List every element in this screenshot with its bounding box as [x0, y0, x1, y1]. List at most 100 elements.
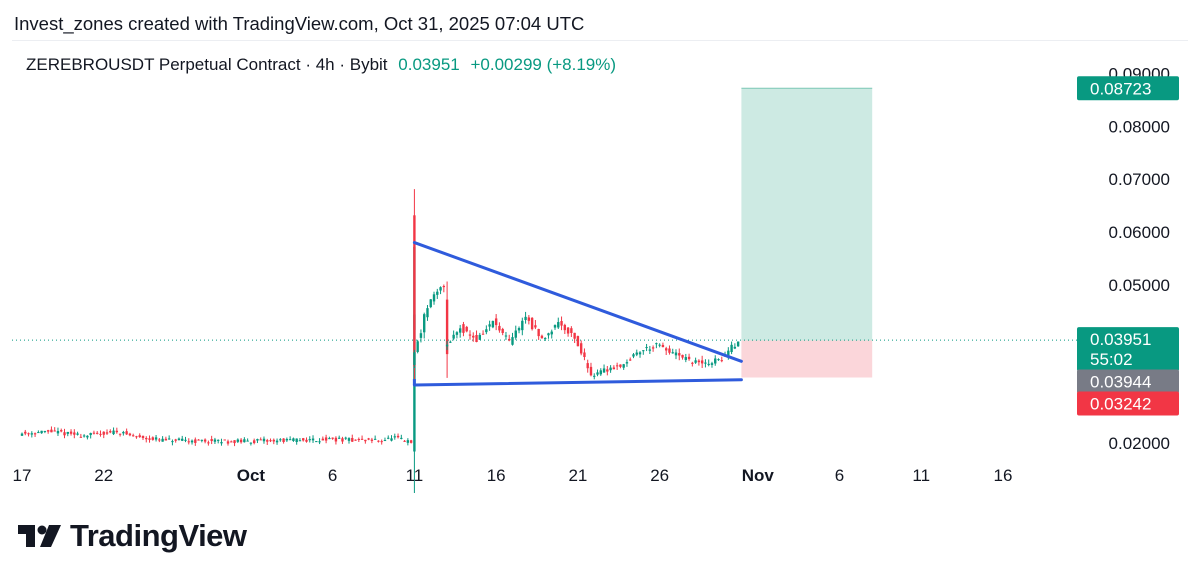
candle-body	[148, 438, 151, 440]
symbol-name[interactable]: ZEREBROUSDT Perpetual Contract · 4h · By…	[26, 55, 388, 74]
last-price-label-text: 0.03951	[1090, 330, 1151, 349]
x-tick-label: 17	[13, 466, 32, 485]
candle-body	[700, 360, 704, 364]
candle-body	[615, 365, 619, 367]
candle-body	[645, 347, 648, 349]
triangle-upper-line[interactable]	[412, 241, 743, 363]
candle-body	[223, 439, 226, 441]
candle-body	[733, 346, 737, 349]
loss-zone[interactable]	[741, 340, 873, 378]
candle-body	[203, 439, 207, 442]
candle-body	[115, 430, 119, 433]
candle-body	[436, 291, 439, 295]
candle-body	[599, 370, 602, 375]
candle-body	[122, 432, 125, 434]
x-tick-label: 16	[487, 466, 506, 485]
candle-body	[86, 435, 89, 438]
candle-body	[445, 299, 449, 355]
candle-body	[131, 435, 135, 437]
candle-body	[586, 363, 589, 369]
candle-body	[194, 439, 197, 443]
y-tick-label: 0.06000	[1109, 223, 1170, 242]
candle-body	[488, 324, 491, 327]
candle-body	[553, 325, 557, 328]
candle-body	[118, 433, 122, 435]
y-tick-label: 0.02000	[1109, 434, 1170, 453]
candle-body	[177, 438, 181, 441]
price-chart[interactable]: 0.090000.080000.070000.060000.050000.020…	[12, 41, 1188, 493]
candle-body	[220, 442, 223, 444]
candle-body	[475, 334, 478, 342]
candle-body	[33, 433, 37, 435]
candle-body	[145, 437, 148, 440]
candle-body	[73, 432, 76, 435]
candle-body	[164, 438, 168, 441]
candle-body	[357, 438, 361, 440]
chart-area[interactable]: 0.09000 0.08000 0.07000 0.06000 0.05000 0.020…	[12, 40, 1188, 493]
candle-body	[383, 440, 387, 442]
candle-body	[468, 334, 472, 336]
candle-body	[347, 438, 351, 441]
candle-body	[403, 440, 406, 442]
candle-body	[210, 439, 213, 442]
candle-body	[207, 442, 210, 444]
candle-body	[370, 439, 374, 441]
x-tick-label: 26	[650, 466, 669, 485]
candle-body	[494, 318, 498, 326]
candle-body	[465, 326, 468, 332]
candle-body	[161, 438, 164, 442]
candle-body	[354, 439, 357, 441]
entry-price-label	[1077, 369, 1179, 394]
triangle-lower-line[interactable]	[412, 378, 743, 387]
candle-body	[432, 294, 436, 302]
candle-body	[298, 440, 302, 442]
candle-body	[285, 438, 289, 441]
candle-body	[413, 215, 416, 367]
candle-body	[661, 344, 665, 348]
candle-body	[20, 433, 24, 436]
entry-price-label-text: 0.03944	[1090, 372, 1151, 391]
profit-zone[interactable]	[741, 88, 873, 341]
candle-body	[439, 287, 442, 291]
candle-body	[46, 430, 50, 432]
candle-body	[154, 437, 158, 440]
candle-body	[727, 350, 730, 357]
candle-body	[279, 439, 282, 441]
tradingview-logo-text: TradingView	[70, 518, 247, 553]
candle-body	[736, 341, 740, 347]
candle-body	[315, 441, 318, 443]
candle-body	[612, 367, 616, 370]
candle-body	[458, 328, 462, 333]
candle-body	[521, 320, 524, 331]
candle-body	[233, 440, 236, 444]
y-tick-label: 0.08000	[1109, 117, 1170, 136]
candle-body	[262, 438, 266, 442]
candle-body	[514, 330, 517, 338]
tradingview-logo[interactable]: TradingView	[18, 518, 247, 554]
stop-price-label	[1077, 391, 1179, 416]
symbol-legend[interactable]: ZEREBROUSDT Perpetual Contract · 4h · By…	[26, 55, 616, 75]
candle-body	[622, 364, 625, 368]
x-tick-label: Nov	[742, 466, 775, 485]
x-tick-label: 6	[835, 466, 844, 485]
candle-body	[704, 362, 707, 364]
y-tick-label: 0.05000	[1109, 276, 1170, 295]
candle-body	[259, 439, 262, 441]
candle-body	[579, 343, 583, 354]
candle-body	[79, 436, 83, 438]
candle-body	[419, 333, 423, 338]
candle-body	[360, 438, 364, 440]
candle-body	[266, 440, 269, 442]
candle-body	[697, 360, 701, 363]
candle-body	[717, 359, 720, 361]
candle-body	[243, 439, 246, 443]
candle-body	[501, 328, 504, 333]
candle-body	[524, 316, 527, 320]
candle-body	[311, 438, 315, 441]
candle-body	[308, 439, 311, 441]
candle-body	[105, 432, 109, 434]
candle-body	[324, 437, 328, 441]
candle-body	[56, 430, 60, 434]
x-tick-label: 22	[94, 466, 113, 485]
candle-body	[481, 333, 485, 335]
